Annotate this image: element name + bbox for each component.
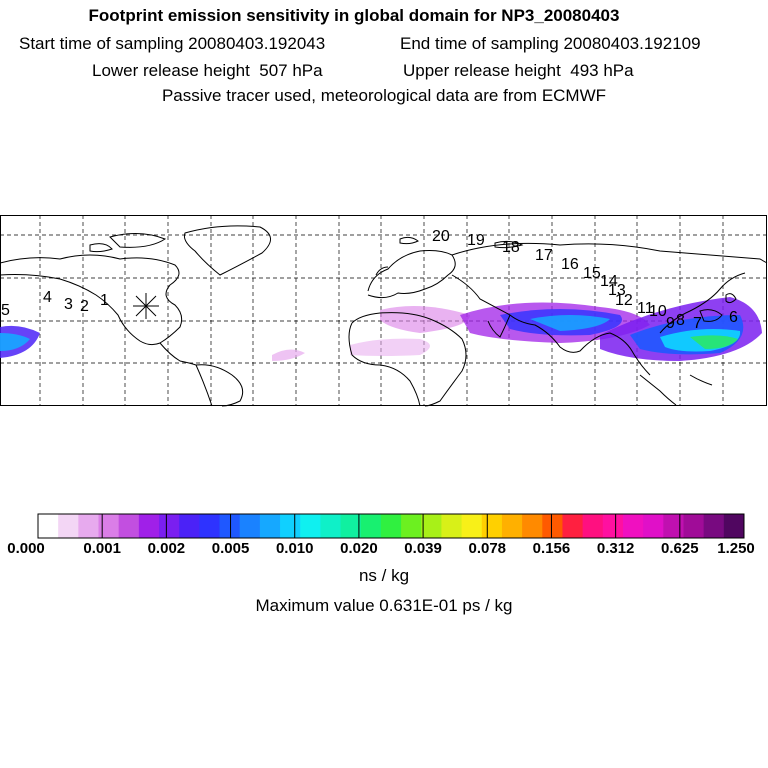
colorbar-swatch [159,514,180,538]
colorbar-swatch [280,514,301,538]
colorbar-tick-label: 0.156 [532,540,571,557]
trajectory-label: 15 [583,265,601,282]
trajectory-label: 3 [64,296,73,313]
colorbar-swatch [643,514,664,538]
colorbar-swatch [501,514,523,538]
lower-release-height: Lower release height 507 hPa [92,61,323,80]
colorbar-tick-label: 0.005 [211,540,250,557]
colorbar-swatch [723,514,745,538]
colorbar-tick-label: 1.250 [717,540,755,557]
colorbar-swatch [542,514,563,538]
trajectory-label: 20 [432,228,450,245]
release-site-marker [133,293,159,319]
colorbar-tick-label: 0.078 [468,540,507,557]
colorbar-swatch [703,514,725,538]
trajectory-label: 8 [676,312,685,329]
trajectory-label: 10 [649,303,667,320]
trajectory-label: 5 [1,302,10,319]
colorbar-swatch [522,514,543,538]
colorbar-swatch [380,514,402,538]
colorbar-swatch [622,514,644,538]
colorbar-swatch [138,514,160,538]
colorbar-swatch [683,514,705,538]
trajectory-label: 2 [80,298,89,315]
colorbar-swatch [219,514,241,538]
colorbar-unit: ns / kg [358,566,410,585]
colorbar [37,513,745,539]
colorbar-tick-label: 0.001 [83,540,121,557]
trajectory-label: 7 [693,315,702,332]
colorbar-swatch [602,514,624,538]
upper-release-height: Upper release height 493 hPa [403,61,634,80]
maximum-value: Maximum value 0.631E-01 ps / kg [255,596,513,615]
colorbar-swatch [340,514,362,538]
trajectory-label: 6 [729,309,738,326]
colorbar-swatch [58,514,79,538]
colorbar-tick-label: 0.010 [275,540,314,557]
colorbar-swatch [401,514,422,538]
sensitivity-plume [0,297,762,361]
trajectory-label: 13 [608,282,626,299]
colorbar-swatch [199,514,221,538]
colorbar-swatch [98,514,120,538]
coastlines [0,225,768,407]
colorbar-tick-label: 0.002 [147,540,186,557]
colorbar-swatches [38,514,745,538]
colorbar-swatch [582,514,604,538]
tracer-note: Passive tracer used, meteorological data… [161,86,607,105]
trajectory-label: 17 [535,247,553,264]
trajectory-label: 16 [561,256,579,273]
colorbar-tick-label: 0.312 [596,540,635,557]
trajectory-label: 1 [100,292,109,309]
colorbar-swatch [562,514,584,538]
colorbar-tick-label: 0.625 [661,540,699,557]
trajectory-label: 14 [600,273,618,290]
colorbar-swatch [663,514,684,538]
colorbar-swatch [259,514,281,538]
trajectory-label: 4 [43,289,52,306]
trajectory-label: 19 [467,232,485,249]
trajectory-label: 9 [666,315,675,332]
start-time: Start time of sampling 20080403.192043 [19,34,326,53]
end-time: End time of sampling 20080403.192109 [400,34,701,53]
colorbar-swatch [360,514,382,538]
colorbar-swatch [461,514,483,538]
colorbar-tick-label: 0.039 [404,540,442,557]
plot-title: Footprint emission sensitivity in global… [88,6,620,25]
colorbar-tick-label: 0.000 [7,540,45,557]
trajectory-label: 18 [502,239,520,256]
colorbar-swatch [78,514,100,538]
trajectory-label: 12 [615,292,633,309]
world-map: 1 2 3 4 5 6 7 8 9 10 11 12 13 14 15 16 1… [0,215,768,407]
colorbar-swatch [239,514,261,538]
colorbar-swatch [441,514,463,538]
colorbar-swatch [38,514,59,538]
colorbar-tick-label: 0.020 [340,540,378,557]
colorbar-swatch [300,514,321,538]
colorbar-swatch [118,514,140,538]
colorbar-swatch [481,514,503,538]
colorbar-swatch [179,514,200,538]
trajectory-label: 11 [637,300,654,317]
colorbar-swatch [320,514,342,538]
colorbar-swatch [421,514,442,538]
